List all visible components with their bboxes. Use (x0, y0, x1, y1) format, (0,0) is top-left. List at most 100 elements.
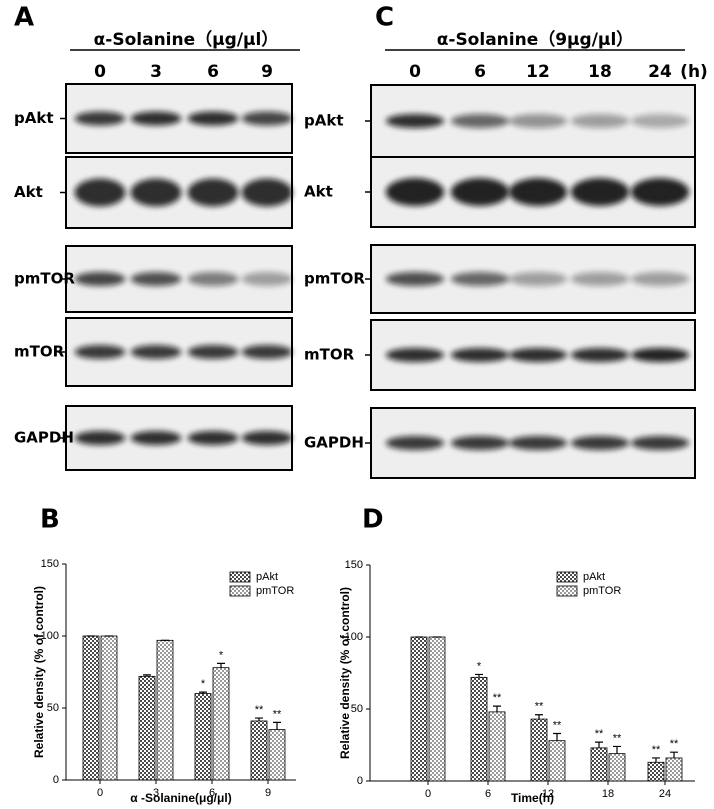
error-bar (199, 691, 207, 694)
bar (250, 720, 268, 781)
lane-label: 3 (150, 62, 162, 82)
band (187, 111, 239, 126)
band (130, 111, 182, 126)
error-bar (535, 714, 543, 720)
row-label: pAkt (304, 112, 344, 130)
panel-label: D (362, 505, 384, 535)
panel-label: B (40, 505, 60, 535)
bar (530, 718, 548, 782)
band (130, 272, 182, 286)
band (74, 178, 126, 207)
lane-label: 24 (648, 62, 672, 82)
panel-label: A (14, 3, 34, 33)
significance: * (201, 678, 206, 690)
band (508, 114, 568, 128)
lane-label: 6 (474, 62, 486, 82)
lane-label: 9 (261, 62, 273, 82)
band (74, 345, 126, 359)
band (630, 348, 690, 362)
bar (647, 761, 665, 782)
lane-label: 0 (409, 62, 421, 82)
band (508, 178, 568, 206)
band (570, 436, 630, 450)
band (630, 114, 690, 128)
band (187, 272, 239, 286)
y-tick-label: 150 (41, 558, 59, 570)
significance: ** (255, 704, 264, 716)
band (241, 431, 293, 445)
bar (194, 693, 212, 781)
band (187, 345, 239, 359)
band (508, 436, 568, 450)
band (450, 348, 510, 362)
y-tick-label: 150 (345, 559, 363, 571)
band (450, 178, 510, 206)
bar (608, 753, 626, 782)
band (508, 348, 568, 362)
band (630, 436, 690, 450)
significance: ** (493, 692, 502, 704)
band (241, 111, 293, 126)
bar (212, 667, 230, 781)
error-bar (475, 673, 483, 678)
band (450, 272, 510, 286)
row-label: pmTOR (304, 270, 365, 288)
band (130, 431, 182, 445)
band (570, 114, 630, 128)
band (74, 272, 126, 286)
x-tick-label: 12 (542, 788, 554, 800)
y-tick-label: 100 (41, 630, 59, 642)
band (74, 111, 126, 126)
band (385, 348, 445, 362)
error-bar (143, 674, 151, 677)
lane-label: 6 (207, 62, 219, 82)
row-label: pmTOR (14, 270, 75, 288)
bar (470, 676, 488, 782)
band (241, 345, 293, 359)
band (385, 178, 445, 206)
bar (268, 729, 286, 781)
legend-label: pmTOR (256, 585, 294, 597)
significance: ** (670, 738, 679, 750)
x-axis-label: Time(h) (511, 791, 554, 805)
x-tick-label: 3 (153, 787, 159, 799)
y-tick-label: 0 (357, 775, 363, 787)
band (450, 114, 510, 128)
x-tick-label: 0 (97, 787, 103, 799)
lane-label: 12 (526, 62, 550, 82)
row-label: mTOR (14, 343, 65, 361)
error-bar (613, 745, 621, 754)
panel-label: C (375, 3, 394, 33)
legend-label: pmTOR (583, 585, 621, 597)
legend-label: pAkt (583, 571, 605, 583)
error-bar (670, 751, 678, 758)
band (385, 272, 445, 286)
band (385, 436, 445, 450)
significance: ** (553, 719, 562, 731)
legend-swatch (556, 585, 578, 597)
significance: ** (273, 708, 282, 720)
legend-swatch (556, 571, 578, 583)
x-tick-label: 24 (659, 788, 671, 800)
band (630, 178, 690, 206)
bar (410, 636, 428, 782)
x-tick-label: 6 (485, 788, 491, 800)
significance: ** (595, 728, 604, 740)
lane-label: 0 (94, 62, 106, 82)
band (570, 348, 630, 362)
row-label: GAPDH (14, 429, 74, 447)
band (630, 272, 690, 286)
row-label: pAkt (14, 109, 54, 127)
x-tick-label: 9 (265, 787, 271, 799)
error-bar (652, 757, 660, 763)
band (130, 178, 182, 207)
row-label: Akt (14, 183, 43, 201)
error-bar (255, 717, 263, 721)
band (385, 114, 445, 128)
lane-label: 18 (588, 62, 612, 82)
significance: * (219, 649, 224, 661)
y-tick-label: 0 (53, 774, 59, 786)
bar (156, 639, 174, 781)
legend-swatch (229, 585, 251, 597)
